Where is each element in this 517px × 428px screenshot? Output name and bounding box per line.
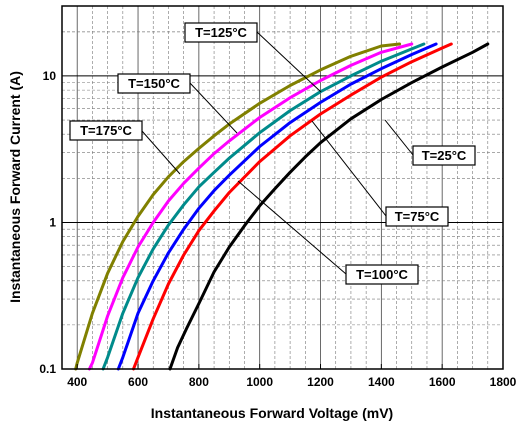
x-axis-title: Instantaneous Forward Voltage (mV) [151, 405, 393, 421]
leader-line [190, 83, 237, 133]
y-axis-title: Instantaneous Forward Current (A) [7, 71, 23, 303]
leader-line [385, 120, 413, 155]
grid-lines [62, 6, 503, 369]
x-tick-label: 800 [189, 375, 209, 389]
annotation-label: T=25°C [422, 148, 467, 163]
annotation-label: T=100°C [356, 267, 408, 282]
x-tick-label: 1800 [490, 375, 517, 389]
annotation-label: T=150°C [128, 76, 180, 91]
x-tick-label: 600 [128, 375, 148, 389]
x-tick-label: 1000 [246, 375, 273, 389]
x-tick-label: 1600 [429, 375, 456, 389]
x-tick-label: 1200 [307, 375, 334, 389]
x-tick-label: 400 [67, 375, 87, 389]
y-tick-label: 1 [49, 215, 56, 229]
leader-line [312, 121, 386, 216]
leader-line [257, 32, 321, 92]
annotation-label: T=175°C [80, 123, 132, 138]
annotation-label: T=125°C [195, 25, 247, 40]
plot-frame [62, 6, 503, 369]
leader-line [238, 181, 346, 274]
annotation-label: T=75°C [395, 209, 440, 224]
y-tick-label: 0.1 [39, 362, 56, 376]
y-tick-label: 10 [43, 69, 57, 83]
x-tick-label: 1400 [368, 375, 395, 389]
